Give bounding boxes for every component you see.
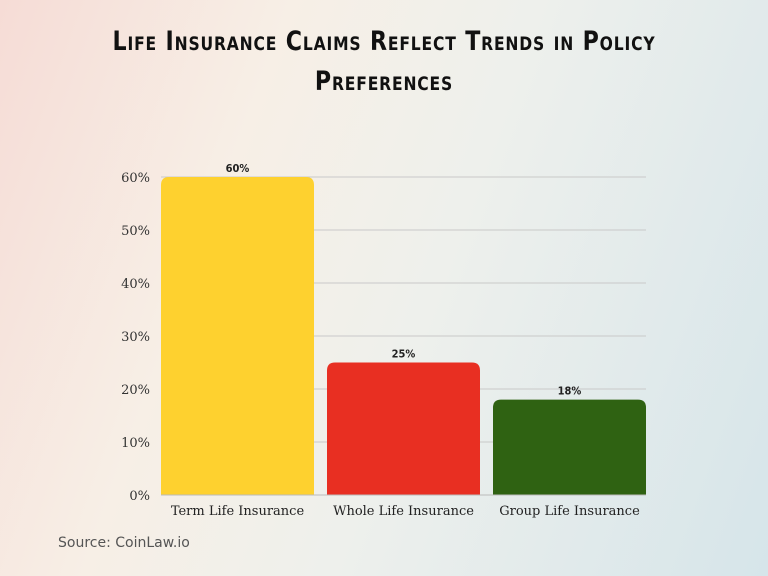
y-tick-label: 40% [121, 277, 150, 292]
y-tick-label: 0% [129, 489, 150, 504]
source-note: Source: CoinLaw.io [58, 535, 190, 551]
y-tick-label: 10% [121, 436, 150, 451]
y-tick-label: 50% [121, 224, 150, 239]
y-tick-label: 20% [121, 383, 150, 398]
bar [493, 399, 646, 495]
data-label: 25% [392, 348, 416, 361]
x-tick-label: Group Life Insurance [499, 504, 640, 519]
chart-title: Life Insurance Claims Reflect Trends in … [112, 26, 656, 97]
y-tick-label: 30% [121, 330, 150, 345]
bar [327, 362, 480, 495]
x-tick-label: Term Life Insurance [171, 504, 305, 519]
data-label: 60% [226, 162, 250, 175]
bar [161, 177, 314, 495]
y-tick-label: 60% [121, 171, 150, 186]
x-tick-label: Whole Life Insurance [333, 504, 474, 519]
data-label: 18% [558, 385, 582, 398]
